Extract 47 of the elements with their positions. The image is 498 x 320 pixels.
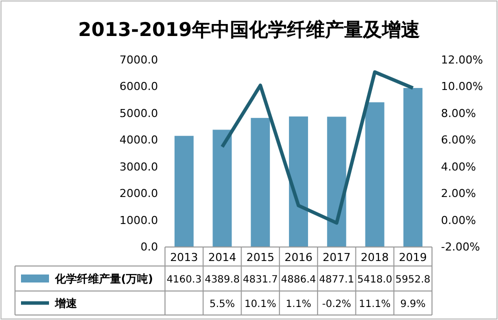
bar (288, 116, 308, 247)
y-tick-label: 4000.0 (120, 134, 158, 147)
chart-title: 2013-2019年中国化学纤维产量及增速 (78, 19, 420, 41)
x-tick-label: 2013 (170, 251, 198, 264)
x-tick-label: 2015 (246, 251, 274, 264)
data-label: 4877.1 (319, 274, 354, 286)
y-tick-label: 2000.0 (120, 187, 158, 200)
bar (250, 118, 270, 247)
bar (174, 136, 194, 247)
y2-tick-label: 6.00% (441, 134, 476, 147)
bar (403, 88, 422, 247)
x-tick-label: 2016 (284, 251, 312, 264)
data-label: 4831.7 (242, 274, 278, 286)
y-tick-label: 6000.0 (120, 80, 158, 94)
y-tick-label: 0.0 (140, 240, 158, 254)
y-tick-label: 7000.0 (120, 54, 158, 67)
data-label: 5952.8 (395, 274, 430, 286)
legend-label: 增速 (54, 297, 78, 310)
data-label: 4160.3 (166, 274, 202, 286)
y2-tick-label: 4.00% (441, 160, 476, 174)
y2-tick-label: -2.00% (441, 240, 480, 254)
y2-tick-label: 8.00% (441, 106, 476, 120)
bar (327, 116, 346, 247)
data-label: 1.1% (286, 299, 312, 310)
bar (365, 102, 384, 247)
x-tick-label: 2019 (398, 251, 427, 264)
data-label: 4886.4 (281, 274, 316, 286)
legend-label: 化学纤维产量(万吨) (54, 272, 154, 286)
data-label: 9.9% (400, 299, 426, 310)
data-label: -0.2% (322, 299, 352, 310)
data-label: 11.1% (358, 299, 391, 310)
y2-tick-label: 2.00% (441, 187, 476, 200)
y2-tick-label: 0.00% (441, 214, 476, 227)
x-tick-label: 2018 (360, 251, 389, 264)
y-tick-label: 3000.0 (120, 160, 158, 174)
y-tick-label: 5000.0 (120, 106, 158, 120)
y2-tick-label: 12.00% (441, 54, 483, 67)
data-label: 5.5% (210, 299, 235, 310)
y-tick-label: 1000.0 (120, 214, 158, 227)
x-tick-label: 2017 (322, 251, 351, 264)
bar (212, 130, 232, 247)
data-label: 10.1% (244, 299, 276, 310)
y2-tick-label: 10.00% (441, 80, 483, 94)
x-tick-label: 2014 (208, 251, 236, 264)
line-series (220, 70, 415, 225)
data-label: 5418.0 (357, 274, 392, 286)
data-label: 4389.8 (204, 274, 240, 286)
